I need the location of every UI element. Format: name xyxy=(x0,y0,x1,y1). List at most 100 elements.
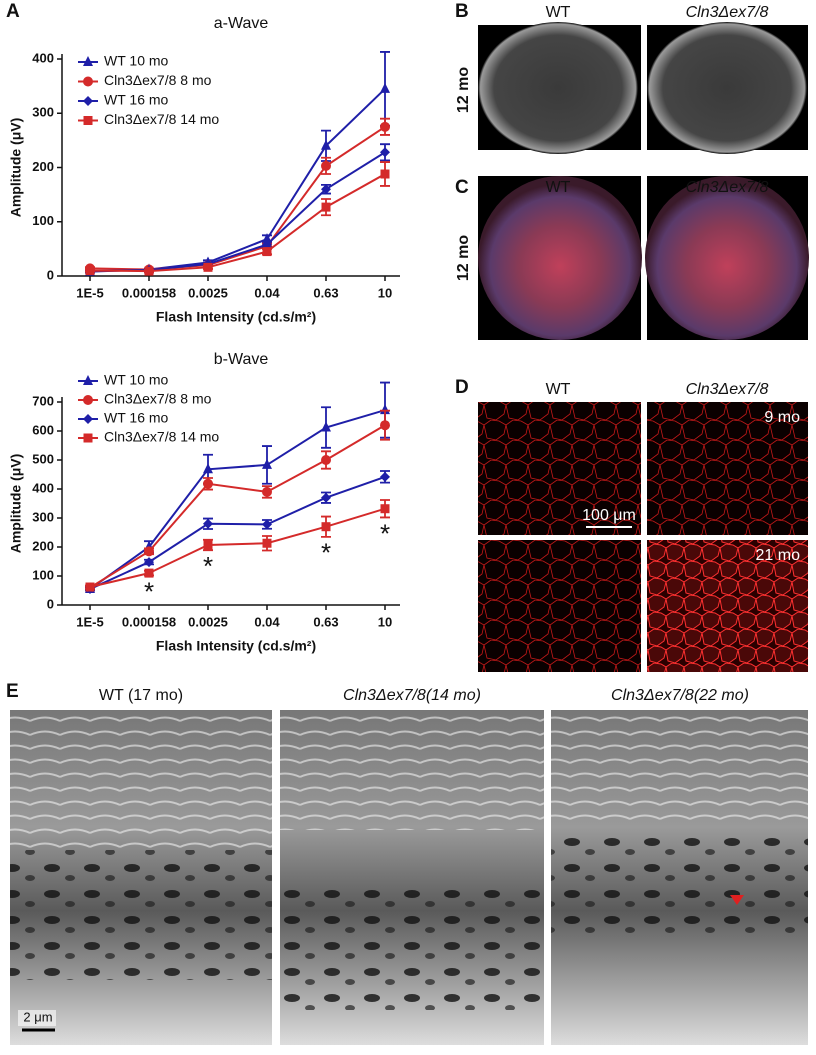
x-axis-label: Flash Intensity (cd.s/m²) xyxy=(156,309,316,325)
y-tick-label: 300 xyxy=(32,509,54,524)
marker xyxy=(321,421,331,432)
y-tick-label: 600 xyxy=(32,422,54,437)
marker xyxy=(203,262,213,272)
image xyxy=(478,402,641,535)
image xyxy=(647,402,808,535)
x-tick-label: 0.04 xyxy=(254,285,280,300)
marker xyxy=(144,557,154,568)
y-tick-label: 400 xyxy=(32,480,54,495)
marker xyxy=(380,169,390,179)
marker xyxy=(203,478,213,489)
panel-label: C xyxy=(455,177,469,198)
y-tick-label: 500 xyxy=(32,451,54,466)
marker xyxy=(144,546,154,557)
legend-label: Cln3Δex7/8 14 mo xyxy=(104,111,219,127)
marker xyxy=(83,414,93,424)
x-tick-label: 10 xyxy=(378,614,392,629)
y-tick-label: 400 xyxy=(32,50,54,65)
legend-label: Cln3Δex7/8 8 mo xyxy=(104,72,212,88)
marker xyxy=(262,538,272,548)
y-tick-label: 200 xyxy=(32,159,54,174)
series-line xyxy=(89,151,386,273)
marker xyxy=(380,147,390,158)
marker xyxy=(83,96,93,106)
marker xyxy=(321,202,331,212)
marker xyxy=(380,420,390,431)
marker xyxy=(144,266,154,276)
x-tick-label: 0.000158 xyxy=(122,614,176,629)
marker xyxy=(83,116,93,125)
chart-title: b-Wave xyxy=(214,351,269,368)
row-label: 9 mo xyxy=(764,409,800,426)
marker xyxy=(203,518,213,529)
marker xyxy=(203,463,213,474)
y-tick-label: 200 xyxy=(32,538,54,553)
marker xyxy=(321,184,331,195)
y-tick-label: 300 xyxy=(32,105,54,120)
x-tick-label: 0.63 xyxy=(313,285,338,300)
marker xyxy=(262,239,272,250)
marker xyxy=(83,433,93,443)
x-tick-label: 0.0025 xyxy=(188,614,228,629)
column-label: WT xyxy=(546,381,571,398)
x-axis-label: Flash Intensity (cd.s/m²) xyxy=(156,638,316,654)
panel-label: B xyxy=(455,1,469,22)
image xyxy=(478,22,638,154)
row-label: 12 mo xyxy=(455,235,472,281)
marker xyxy=(380,471,390,482)
column-label: Cln3Δex7/8 xyxy=(686,381,769,398)
marker xyxy=(203,540,213,550)
marker xyxy=(262,247,272,257)
panel-labels: A B C D E xyxy=(6,1,469,702)
x-tick-label: 0.000158 xyxy=(122,285,176,300)
y-tick-label: 100 xyxy=(32,213,54,228)
marker xyxy=(83,375,93,385)
x-tick-label: 0.63 xyxy=(313,614,338,629)
x-tick-label: 0.0025 xyxy=(188,285,228,300)
marker xyxy=(85,266,95,276)
image xyxy=(647,540,808,672)
scale-bar-label: 2 μm xyxy=(23,1009,52,1024)
column-label: Cln3Δex7/8 xyxy=(686,4,769,21)
column-label: WT (17 mo) xyxy=(99,687,183,704)
x-tick-label: 1E-5 xyxy=(76,285,103,300)
legend-label: WT 10 mo xyxy=(104,53,169,69)
marker xyxy=(321,492,331,503)
marker xyxy=(321,522,331,532)
y-axis-label: Amplitude (μV) xyxy=(8,118,24,218)
y-tick-label: 100 xyxy=(32,567,54,582)
image-panels xyxy=(10,22,809,1045)
annotation: * xyxy=(203,551,213,581)
annotation: * xyxy=(380,518,390,548)
marker xyxy=(321,160,331,171)
marker xyxy=(83,76,93,87)
marker xyxy=(380,121,390,132)
annotation: * xyxy=(144,576,154,606)
series-line xyxy=(89,475,386,590)
column-label: Cln3Δex7/8(22 mo) xyxy=(611,687,749,704)
image xyxy=(10,710,808,1045)
marker xyxy=(144,568,154,578)
marker xyxy=(262,519,272,530)
marker xyxy=(262,233,272,244)
y-tick-label: 0 xyxy=(47,596,54,611)
panel-label: D xyxy=(455,377,469,398)
column-label: WT xyxy=(546,179,571,196)
legend-label: Cln3Δex7/8 8 mo xyxy=(104,391,212,407)
image xyxy=(647,22,807,154)
marker xyxy=(380,504,390,514)
image xyxy=(478,176,642,340)
marker xyxy=(262,458,272,469)
series-line xyxy=(89,424,386,589)
y-tick-label: 700 xyxy=(32,393,54,408)
x-tick-label: 1E-5 xyxy=(76,614,103,629)
row-label: 12 mo xyxy=(455,67,472,113)
legend-label: WT 16 mo xyxy=(104,410,169,426)
column-label: WT xyxy=(546,4,571,21)
chart-title: a-Wave xyxy=(214,15,269,32)
y-tick-label: 0 xyxy=(47,267,54,282)
marker xyxy=(83,395,93,405)
marker xyxy=(83,56,93,66)
marker xyxy=(380,82,390,93)
